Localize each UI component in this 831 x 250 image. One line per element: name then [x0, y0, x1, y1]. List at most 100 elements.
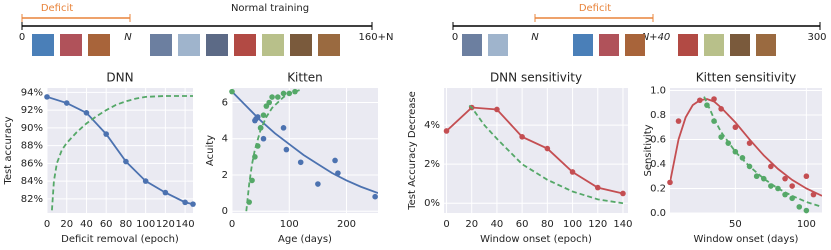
x-tick-label: 20 — [465, 219, 478, 230]
x-tick-label: 20 — [60, 219, 73, 230]
point — [803, 173, 810, 180]
point — [260, 112, 267, 118]
point — [283, 146, 290, 153]
timeline-label: 300 — [807, 32, 826, 43]
series-line — [468, 104, 624, 205]
y-tick-label: 4 — [222, 134, 228, 145]
y-tick-label: 94% — [21, 87, 43, 98]
point — [123, 158, 129, 165]
x-tick-label: 100 — [136, 219, 155, 230]
thumbnail — [573, 34, 593, 56]
thumbnail — [488, 34, 508, 56]
point — [803, 207, 810, 214]
point — [332, 157, 338, 164]
y-tick-label: 6 — [222, 97, 228, 108]
point — [789, 183, 795, 189]
series-line — [245, 88, 301, 212]
plot-area — [232, 88, 378, 213]
y-tick-label: 88% — [21, 141, 43, 152]
point — [44, 94, 50, 100]
y-tick-label: 1.0 — [650, 85, 666, 96]
x-tick-label: 60 — [100, 219, 113, 230]
x-tick-label: 100 — [563, 219, 582, 230]
y-tick-label: 0% — [424, 198, 440, 209]
x-tick-label: 40 — [491, 219, 504, 230]
thumbnail — [206, 34, 228, 56]
x-tick-label: 100 — [797, 219, 816, 230]
thumbnail — [678, 34, 698, 56]
point — [190, 201, 196, 207]
point — [162, 189, 169, 196]
chart-title: Kitten — [287, 71, 323, 85]
y-axis-label: Sensitivity — [643, 124, 654, 176]
thumbnail — [88, 34, 110, 56]
timeline-label: 0 — [19, 32, 25, 43]
thumbnail — [625, 34, 645, 56]
point — [280, 125, 287, 131]
y-axis-label: Test accuracy — [3, 116, 14, 185]
y-tick-label: 0 — [222, 206, 228, 217]
y-tick-label: 0.0 — [650, 208, 666, 219]
deficit-label: Deficit — [41, 3, 73, 14]
point — [732, 124, 739, 131]
thumbnail — [756, 34, 776, 56]
x-tick-label: 0 — [229, 219, 235, 230]
timeline-left: Deficit Normal training 0 N 160+N — [19, 3, 393, 56]
point — [83, 110, 90, 116]
point — [275, 94, 281, 100]
plot-area — [47, 88, 193, 213]
x-tick-label: 50 — [729, 219, 742, 230]
timeline-right: Deficit 0 N N+40 300 — [452, 3, 827, 56]
y-tick-label: 84% — [21, 176, 43, 187]
point — [103, 131, 109, 137]
x-tick-label: 60 — [516, 219, 529, 230]
thumbnail — [178, 34, 200, 56]
chart-title: Kitten sensitivity — [696, 71, 797, 85]
point — [569, 169, 576, 175]
x-axis-label: Window onset (days) — [694, 234, 799, 245]
point — [796, 204, 803, 210]
point — [142, 178, 149, 184]
thumbnail — [599, 34, 619, 56]
x-tick-label: 40 — [80, 219, 93, 230]
timeline-label: N+40 — [642, 32, 671, 43]
point — [443, 128, 450, 134]
phase-label: Normal training — [231, 3, 309, 14]
point — [182, 199, 188, 206]
x-tick-label: 120 — [588, 219, 607, 230]
point — [260, 135, 267, 142]
point — [315, 181, 321, 187]
x-tick-label: 140 — [613, 219, 632, 230]
y-tick-label: 0.6 — [650, 134, 666, 145]
point — [718, 134, 724, 140]
x-tick-label: 0 — [44, 219, 50, 230]
x-tick-label: 80 — [120, 219, 133, 230]
thumbnail — [290, 34, 312, 56]
x-tick-label: 80 — [541, 219, 554, 230]
y-tick-label: 2% — [424, 159, 440, 170]
point — [768, 163, 774, 170]
x-tick-label: 140 — [176, 219, 195, 230]
thumbnail — [730, 34, 750, 56]
point — [372, 193, 378, 200]
timeline-label: N — [124, 32, 132, 43]
series-line — [445, 106, 624, 195]
point — [494, 106, 500, 113]
y-tick-label: 4% — [424, 120, 440, 131]
point — [266, 99, 273, 106]
thumbnail — [318, 34, 340, 56]
thumbnail — [32, 34, 54, 56]
x-tick-label: 120 — [156, 219, 175, 230]
thumbnail — [262, 34, 284, 56]
point — [544, 145, 551, 152]
plot-area — [670, 88, 822, 213]
thumbnail — [462, 34, 482, 56]
chart-title: DNN sensitivity — [490, 71, 582, 85]
x-axis-label: Age (days) — [278, 234, 332, 245]
timeline-label: 0 — [452, 32, 458, 43]
y-tick-label: 2 — [222, 170, 228, 181]
chart: DNN sensitivity Window onset (epoch) Test … — [407, 71, 633, 246]
point — [269, 94, 275, 100]
y-tick-label: 0.8 — [650, 110, 666, 121]
y-tick-label: 82% — [21, 194, 43, 205]
